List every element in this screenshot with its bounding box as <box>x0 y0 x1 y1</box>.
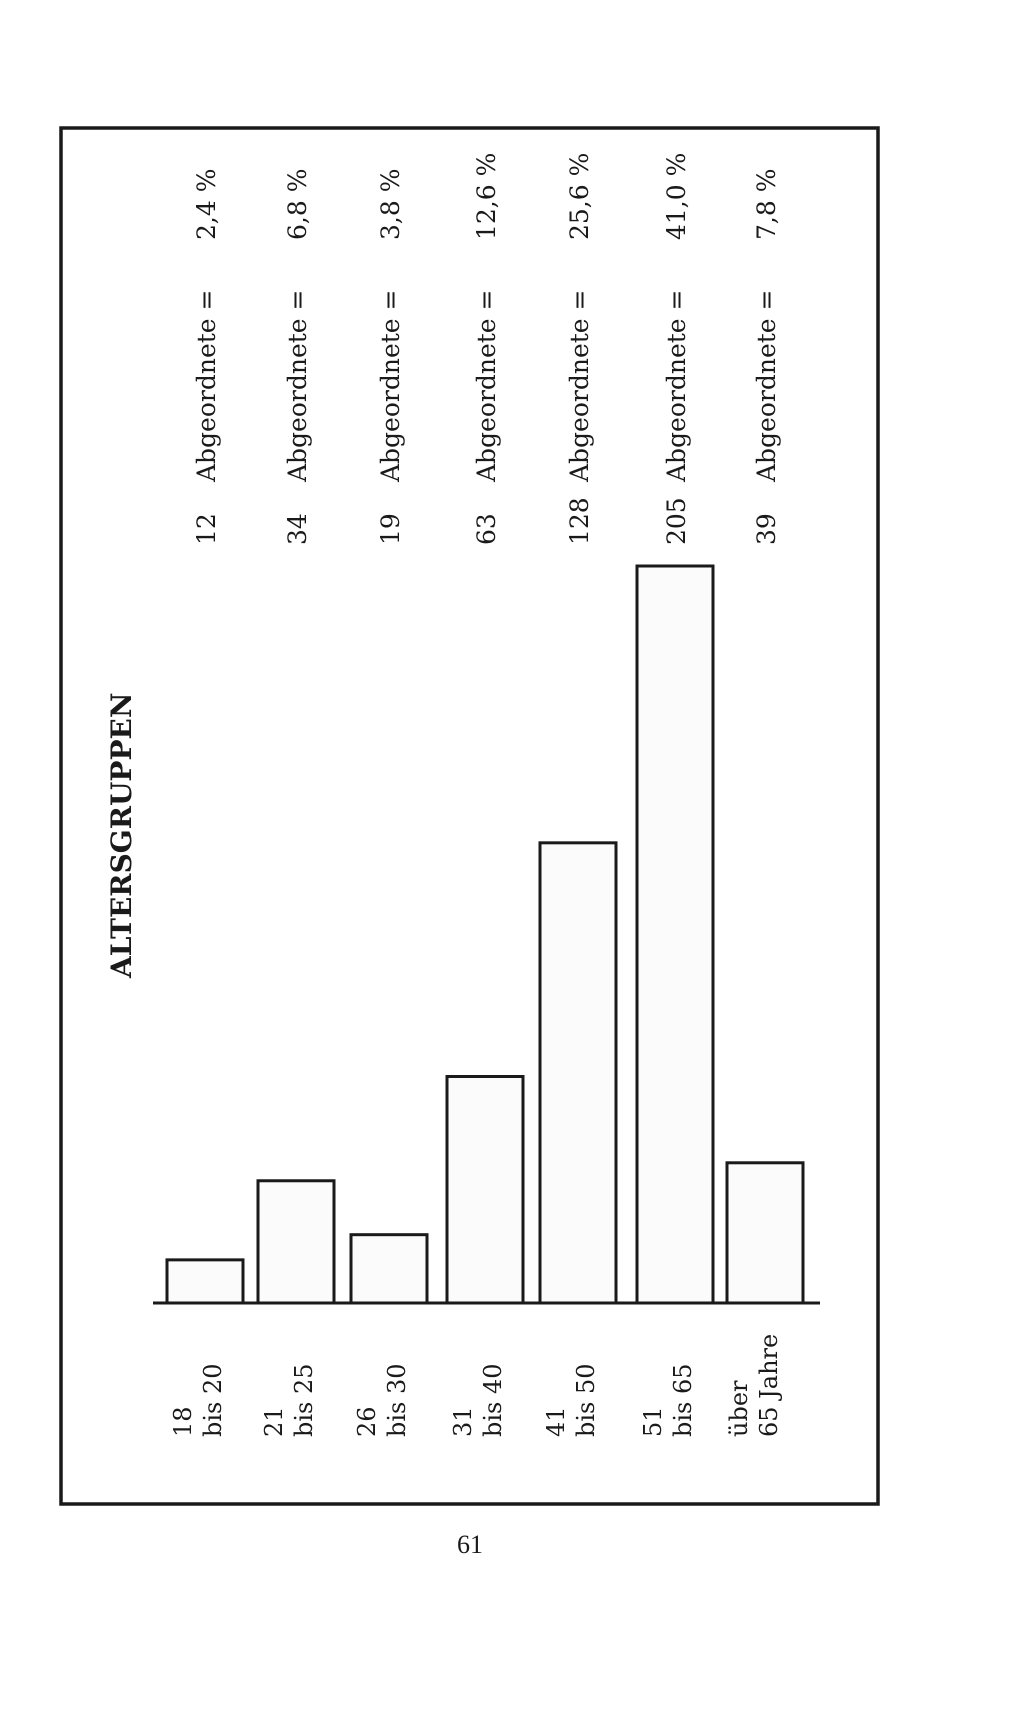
page-number: 61 <box>457 1530 483 1559</box>
unit-label-6: Abgeordnete = <box>752 290 781 484</box>
category-label-0-line1: 18 <box>169 1406 197 1437</box>
chart-title: ALTERSGRUPPEN <box>105 693 138 979</box>
value-label-2: 19 <box>376 513 405 545</box>
unit-label-2: Abgeordnete = <box>376 290 405 484</box>
percent-label-1: 6,8 % <box>283 169 312 240</box>
category-label-1-line2: bis 25 <box>290 1363 318 1437</box>
category-label-3-line1: 31 <box>449 1406 477 1437</box>
unit-label-3: Abgeordnete = <box>472 290 501 484</box>
bar-4 <box>538 841 618 1305</box>
percent-label-6: 7,8 % <box>752 169 781 240</box>
percent-label-4: 25,6 % <box>565 153 594 240</box>
percent-label-5: 41,0 % <box>662 153 691 240</box>
unit-label-1: Abgeordnete = <box>283 290 312 484</box>
bar-1 <box>256 1179 336 1305</box>
unit-label-4: Abgeordnete = <box>565 290 594 484</box>
category-label-2-line2: bis 30 <box>383 1363 411 1437</box>
category-label-6-line2: 65 Jahre <box>755 1334 783 1437</box>
bar-3 <box>445 1075 525 1305</box>
percent-label-3: 12,6 % <box>472 153 501 240</box>
unit-label-0: Abgeordnete = <box>192 290 221 484</box>
unit-label-5: Abgeordnete = <box>662 290 691 484</box>
category-label-1-line1: 21 <box>260 1406 288 1437</box>
category-label-5-line2: bis 65 <box>669 1363 697 1437</box>
category-label-0-line2: bis 20 <box>199 1363 227 1437</box>
bar-0 <box>165 1258 245 1305</box>
value-label-3: 63 <box>472 513 501 545</box>
percent-label-2: 3,8 % <box>376 169 405 240</box>
value-label-0: 12 <box>192 513 221 545</box>
chart-frame <box>59 126 880 1506</box>
value-label-6: 39 <box>752 513 781 545</box>
category-label-6-line1: über <box>725 1380 753 1437</box>
value-label-4: 128 <box>565 497 594 545</box>
bar-6 <box>725 1161 805 1305</box>
category-label-3-line2: bis 40 <box>479 1363 507 1437</box>
percent-label-0: 2,4 % <box>192 169 221 240</box>
category-label-4-line2: bis 50 <box>572 1363 600 1437</box>
bar-2 <box>349 1233 429 1305</box>
bar-5 <box>635 564 715 1305</box>
category-label-2-line1: 26 <box>353 1406 381 1437</box>
bars <box>165 564 805 1305</box>
value-label-1: 34 <box>283 513 312 545</box>
category-label-5-line1: 51 <box>639 1406 667 1437</box>
category-label-4-line1: 41 <box>542 1406 570 1437</box>
value-label-5: 205 <box>662 497 691 545</box>
